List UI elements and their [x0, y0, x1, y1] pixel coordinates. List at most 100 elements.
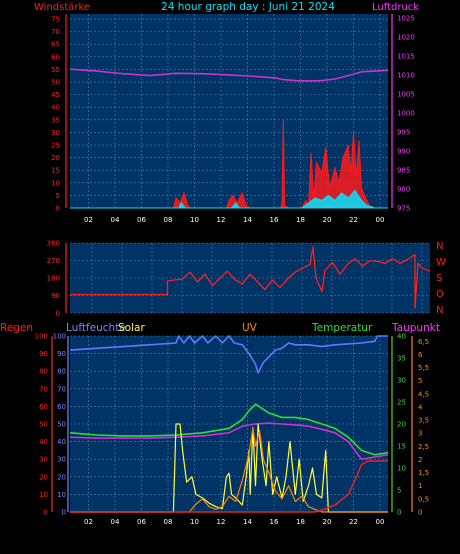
pressure-series	[69, 68, 389, 82]
y-tick-label: 1	[418, 482, 422, 490]
y-tick-label: 15	[397, 443, 406, 451]
y-tick-label: 1010	[397, 71, 415, 79]
y-tick-label: 20	[51, 154, 60, 162]
y-tick-label: 50	[39, 421, 48, 429]
climate-panel	[70, 336, 388, 512]
compass-label: S	[436, 273, 442, 284]
x-tick-label: 10	[190, 518, 199, 526]
y-tick-label: 0	[56, 205, 60, 213]
x-tick-label: 20	[323, 518, 332, 526]
x-tick-label: 18	[296, 518, 305, 526]
y-tick-label: 25	[397, 399, 406, 407]
y-tick-label: 10	[39, 491, 48, 499]
y-tick-label: 25	[51, 142, 60, 150]
y-tick-label: 70	[57, 385, 66, 393]
y-tick-label: 1025	[397, 14, 415, 22]
wind-axis-title: Windstärke	[34, 2, 90, 13]
y-tick-label: 40	[51, 104, 60, 112]
wind-direction-series	[70, 246, 431, 309]
y-tick-label: 45	[51, 91, 60, 99]
y-tick-label: 6	[418, 351, 423, 359]
x-tick-label: 08	[164, 216, 173, 224]
y-tick-label: 20	[397, 421, 406, 429]
pressure-axis-title: Luftdruck	[372, 2, 419, 13]
y-tick-label: 20	[39, 473, 48, 481]
y-tick-label: 0	[397, 509, 401, 517]
compass-label: N	[436, 305, 443, 316]
y-tick-label: 55	[51, 66, 60, 74]
temperature-series	[69, 403, 389, 456]
y-tick-label: 1000	[397, 109, 415, 117]
y-tick-label: 10	[397, 465, 406, 473]
y-tick-label: 90	[39, 350, 48, 358]
dewpoint-label: Taupunkt	[391, 322, 440, 334]
y-tick-label: 40	[397, 333, 406, 341]
x-tick-label: 14	[243, 518, 252, 526]
y-tick-label: 60	[39, 403, 48, 411]
y-tick-label: 1,5	[418, 469, 429, 477]
rain-series	[70, 460, 388, 513]
x-tick-label: 04	[111, 216, 120, 224]
x-tick-label: 14	[243, 216, 252, 224]
y-tick-label: 5	[56, 192, 60, 200]
compass-label: W	[436, 257, 446, 268]
y-tick-label: 20	[57, 473, 66, 481]
x-tick-label: 22	[349, 216, 358, 224]
y-tick-label: 30	[397, 377, 406, 385]
uv-label: UV	[242, 322, 258, 334]
x-tick-label: 10	[190, 216, 199, 224]
y-tick-label: 5,5	[418, 364, 429, 372]
x-tick-label: 12	[217, 216, 226, 224]
x-tick-label: 02	[84, 216, 93, 224]
humidity-series	[69, 335, 388, 374]
y-tick-label: 1005	[397, 90, 415, 98]
solar-label: Solar	[118, 322, 145, 334]
x-tick-label: 00	[376, 216, 385, 224]
y-tick-label: 985	[397, 166, 410, 174]
chart-title: 24 hour graph day : Juni 21 2024	[161, 1, 335, 13]
x-tick-label: 02	[84, 518, 93, 526]
x-tick-label: 08	[164, 518, 173, 526]
x-tick-label: 12	[217, 518, 226, 526]
y-tick-label: 35	[397, 355, 406, 363]
humidity-label: Luftfeuchte	[66, 322, 126, 334]
y-tick-label: 1015	[397, 52, 415, 60]
y-tick-label: 70	[39, 385, 48, 393]
y-tick-label: 65	[51, 41, 60, 49]
y-tick-label: 5	[397, 487, 401, 495]
x-tick-label: 06	[137, 216, 146, 224]
y-tick-label: 90	[51, 292, 60, 300]
y-tick-label: 100	[53, 333, 66, 341]
x-tick-label: 06	[137, 518, 146, 526]
x-tick-label: 04	[111, 518, 120, 526]
y-tick-label: 0	[62, 509, 66, 517]
temperature-label: Temperatur	[311, 322, 373, 334]
y-tick-label: 990	[397, 147, 410, 155]
y-tick-label: 2	[418, 456, 422, 464]
compass-label: O	[436, 289, 444, 300]
y-tick-label: 3,5	[418, 417, 429, 425]
wind-gust-series	[70, 189, 388, 209]
x-tick-label: 16	[270, 518, 279, 526]
y-tick-label: 180	[47, 275, 60, 283]
y-tick-label: 980	[397, 185, 410, 193]
y-tick-label: 2,5	[418, 443, 429, 451]
y-tick-label: 50	[57, 421, 66, 429]
y-tick-label: 40	[57, 438, 66, 446]
y-tick-label: 1020	[397, 33, 415, 41]
y-tick-label: 35	[51, 116, 60, 124]
y-tick-label: 70	[51, 28, 60, 36]
dewpoint-series	[69, 422, 389, 460]
y-tick-label: 50	[51, 79, 60, 87]
rain-label: Regen	[0, 322, 33, 334]
y-tick-label: 975	[397, 205, 410, 213]
y-tick-label: 0	[56, 310, 60, 318]
y-tick-label: 100	[35, 333, 48, 341]
y-tick-label: 75	[51, 16, 60, 24]
x-tick-label: 16	[270, 216, 279, 224]
y-tick-label: 995	[397, 128, 410, 136]
y-tick-label: 60	[57, 403, 66, 411]
y-tick-label: 90	[57, 350, 66, 358]
x-tick-label: 00	[376, 518, 385, 526]
